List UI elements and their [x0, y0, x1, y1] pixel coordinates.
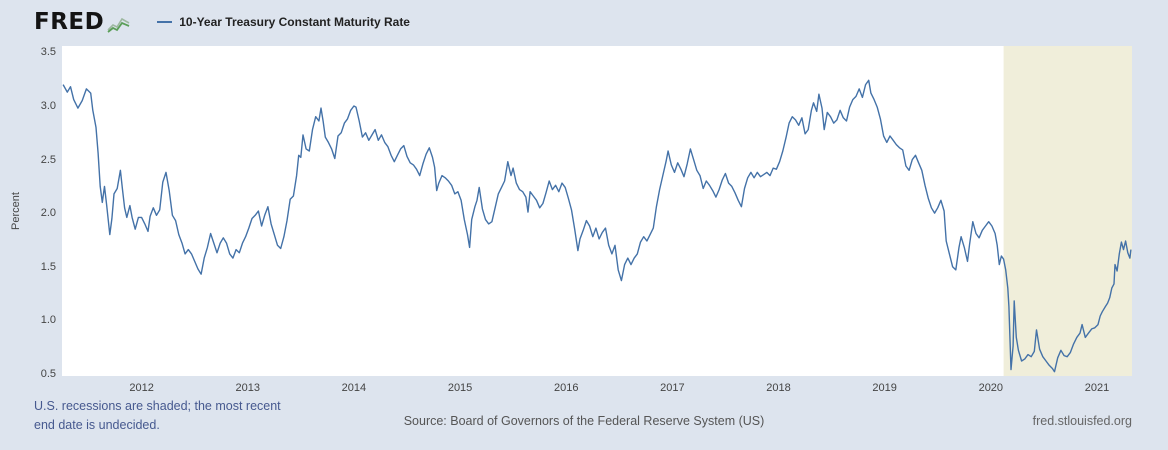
y-tick-label: 3.0	[40, 100, 56, 112]
recession-shading-band	[1003, 46, 1132, 376]
fred-logo[interactable]: FRED	[34, 8, 131, 35]
fred-logo-text: FRED	[34, 8, 105, 35]
site-link[interactable]: fred.stlouisfed.org	[1032, 414, 1132, 428]
source-text: Source: Board of Governors of the Federa…	[403, 414, 765, 428]
y-tick-label: 3.5	[40, 46, 56, 59]
y-tick-label: 1.5	[40, 260, 56, 273]
y-tick-label: 1.0	[40, 314, 56, 327]
recession-note-line1: U.S. recessions are shaded; the most rec…	[34, 399, 281, 413]
legend-line-swatch	[157, 21, 173, 23]
x-tick-label: 2021	[1084, 382, 1110, 394]
x-tick-label: 2015	[447, 382, 473, 394]
y-axis-title: Percent	[10, 192, 22, 230]
x-tick-label: 2017	[660, 382, 685, 394]
legend-label: 10-Year Treasury Constant Maturity Rate	[179, 15, 410, 29]
recession-note-link[interactable]: U.S. recessions are shaded; the most rec…	[34, 397, 281, 435]
legend: 10-Year Treasury Constant Maturity Rate	[157, 15, 410, 29]
recession-note-line2: end date is undecided.	[34, 417, 160, 432]
x-tick-label: 2013	[235, 382, 260, 394]
x-tick-label: 2016	[553, 382, 579, 394]
x-tick-label: 2020	[978, 382, 1004, 394]
y-tick-label: 2.0	[40, 207, 56, 220]
x-tick-label: 2014	[341, 382, 367, 394]
treasury-rate-line	[62, 79, 1132, 373]
fred-logo-sparkline-icon	[107, 17, 130, 33]
y-tick-label: 0.5	[40, 367, 56, 380]
x-tick-label: 2018	[766, 382, 791, 394]
x-tick-label: 2019	[872, 382, 897, 394]
x-tick-label: 2012	[129, 382, 154, 394]
line-chart[interactable]	[62, 46, 1132, 376]
plot-background	[62, 46, 1132, 376]
chart-header: FRED 10-Year Treasury Constant Maturity …	[34, 7, 410, 37]
y-tick-label: 2.5	[40, 153, 56, 166]
